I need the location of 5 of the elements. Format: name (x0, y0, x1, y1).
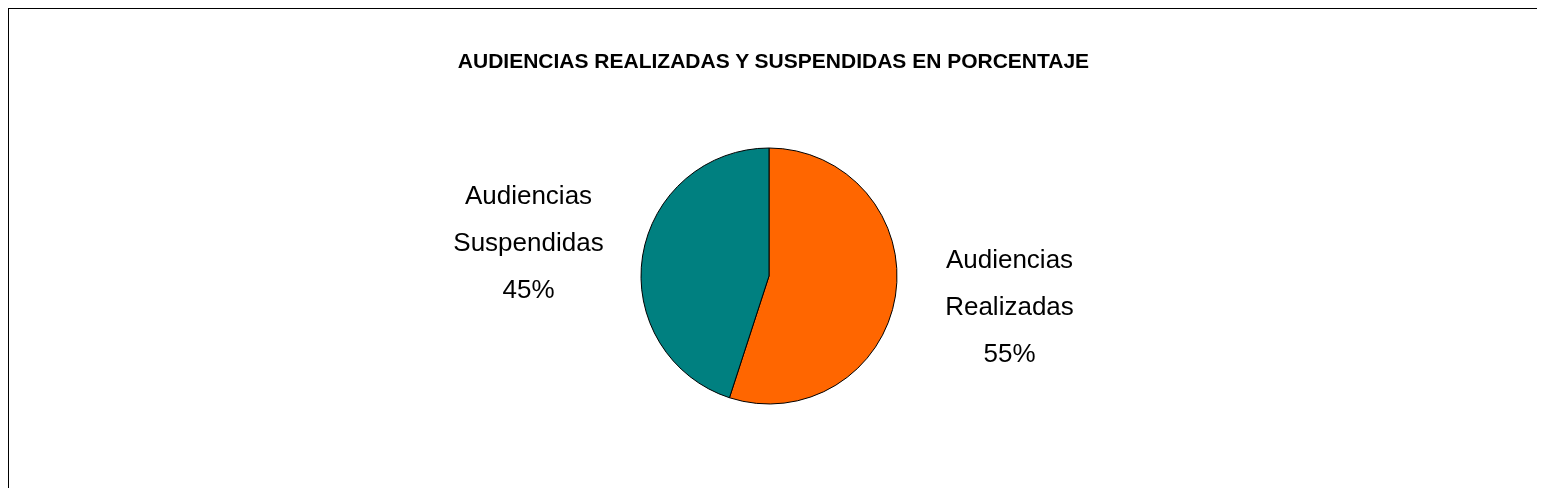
chart-title: AUDIENCIAS REALIZADAS Y SUSPENDIDAS EN PORCENTAJE (456, 49, 1091, 73)
slice-label: Audiencias Suspendidas (453, 180, 604, 258)
slice-label: Audiencias Realizadas (945, 243, 1074, 321)
data-label: 45% (502, 274, 555, 305)
data-label: 55% (983, 337, 1036, 368)
